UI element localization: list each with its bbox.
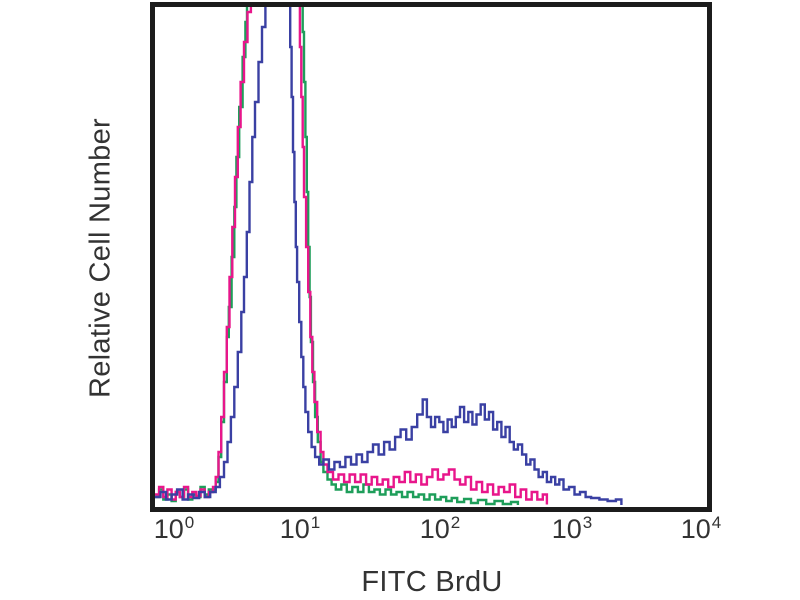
green-trace bbox=[155, 7, 520, 506]
tick-base: 10 bbox=[680, 514, 711, 544]
tick-exponent: 4 bbox=[711, 513, 722, 532]
tick-base: 10 bbox=[551, 514, 582, 544]
tick-exponent: 1 bbox=[310, 513, 321, 532]
tick-base: 10 bbox=[153, 514, 184, 544]
y-axis-title: Relative Cell Number bbox=[84, 118, 117, 398]
tick-exponent: 3 bbox=[582, 513, 593, 532]
traces-svg bbox=[155, 7, 623, 506]
x-tick-label-10e1: 101 bbox=[280, 514, 321, 545]
x-tick-label-10e4: 104 bbox=[681, 514, 722, 545]
x-tick-label-10e3: 103 bbox=[552, 514, 593, 545]
x-axis-tick-labels: 100 101 102 103 104 bbox=[0, 514, 800, 556]
tick-base: 10 bbox=[419, 514, 450, 544]
tick-exponent: 0 bbox=[184, 513, 195, 532]
tick-exponent: 2 bbox=[450, 513, 461, 532]
blue-trace bbox=[155, 7, 623, 505]
tick-base: 10 bbox=[279, 514, 310, 544]
plot-area bbox=[150, 2, 712, 512]
x-axis-title: FITC BrdU bbox=[361, 566, 503, 598]
magenta-trace bbox=[155, 7, 549, 505]
x-tick-label-10e2: 102 bbox=[420, 514, 461, 545]
x-tick-label-10e0: 100 bbox=[154, 514, 195, 545]
